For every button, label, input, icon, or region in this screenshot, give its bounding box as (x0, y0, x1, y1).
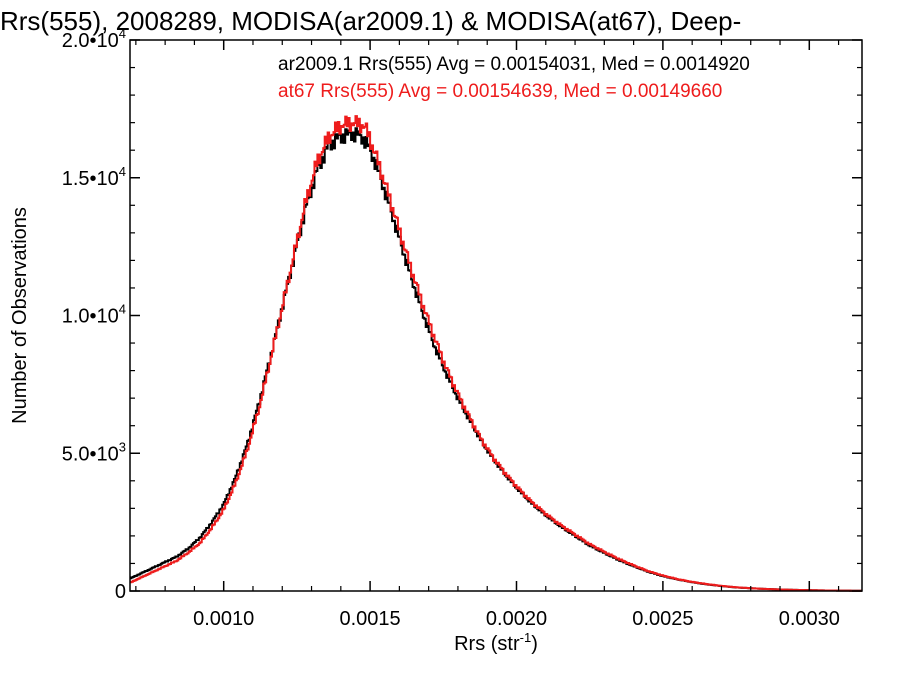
series-line-ar2009 (130, 127, 862, 592)
plot-frame (129, 39, 863, 592)
x-tick-label: 0.0020 (486, 608, 547, 630)
y-tick-label: 2.0•104 (62, 26, 126, 52)
y-axis-label: Number of Observations (9, 207, 31, 424)
y-tick-label: 0 (115, 581, 126, 603)
x-tick-label: 0.0010 (193, 608, 254, 630)
y-tick-label: 1.5•104 (62, 164, 126, 190)
x-axis-label-text: Rrs (str (454, 633, 520, 655)
series-line-at67 (130, 115, 862, 592)
x-axis-label-close: ) (531, 633, 538, 655)
y-axis-ticks: 0 5.0•103 1.0•104 1.5•104 2.0•104 (62, 26, 862, 603)
x-axis-label: Rrs (str-1) (454, 630, 538, 655)
y-tick-label: 5.0•103 (62, 439, 126, 465)
x-tick-label: 0.0015 (340, 608, 401, 630)
chart-title: Rrs(555), 2008289, MODISA(ar2009.1) & MO… (0, 6, 741, 36)
x-axis-label-superscript: -1 (520, 630, 532, 645)
x-tick-label: 0.0025 (632, 608, 693, 630)
annotation-at67: at67 Rrs(555) Avg = 0.00154639, Med = 0.… (278, 81, 722, 102)
y-tick-label: 1.0•104 (62, 302, 126, 328)
annotation-ar2009: ar2009.1 Rrs(555) Avg = 0.00154031, Med … (278, 54, 750, 75)
x-tick-label: 0.0030 (779, 608, 840, 630)
series-layer (130, 115, 862, 592)
x-axis-ticks: 0.0010 0.0015 0.0020 0.0025 0.0030 (135, 40, 840, 630)
